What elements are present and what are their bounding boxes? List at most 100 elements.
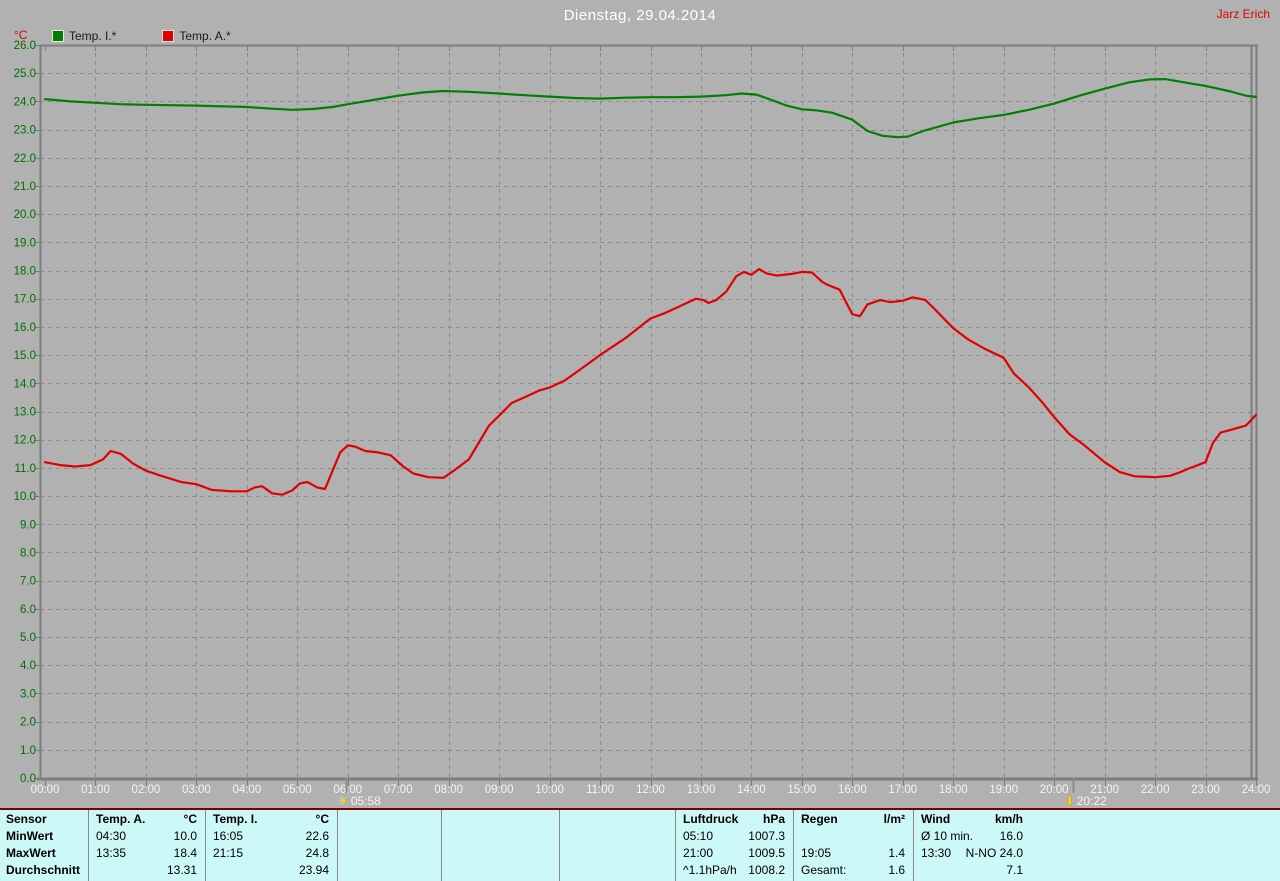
min-value: 1007.3 (748, 828, 785, 843)
legend: Temp. I.* Temp. A.* (52, 29, 231, 43)
svg-text:25.0: 25.0 (14, 68, 36, 80)
legend-item-temp-a: Temp. A.* (162, 29, 231, 43)
column-divider (88, 810, 89, 881)
legend-label-temp-i: Temp. I.* (69, 29, 117, 43)
avg-value: 23.94 (298, 862, 329, 877)
svg-text:09:00: 09:00 (485, 784, 514, 796)
svg-text:00:00: 00:00 (31, 784, 60, 796)
svg-text:8.0: 8.0 (20, 547, 36, 559)
sensor-unit: km/h (994, 811, 1023, 826)
svg-text:21.0: 21.0 (14, 181, 36, 193)
sensor-name: Wind (921, 811, 951, 826)
row-label-column: Sensor MinWert MaxWert Durchschnitt (0, 810, 88, 878)
min-value: 10.0 (173, 828, 197, 843)
avg-value: 1008.2 (748, 862, 785, 877)
max-time: 21:15 (213, 845, 244, 860)
column-divider (559, 810, 560, 881)
table-top-border (0, 808, 1280, 810)
legend-label-temp-a: Temp. A.* (179, 29, 231, 43)
svg-text:22.0: 22.0 (14, 153, 36, 165)
svg-text:19.0: 19.0 (14, 237, 36, 249)
svg-text:17:00: 17:00 (888, 784, 917, 796)
min-time: 04:30 (96, 828, 127, 843)
avg-value: 13.31 (166, 862, 197, 877)
svg-text:1.0: 1.0 (20, 745, 36, 757)
max-value: 18.4 (173, 845, 197, 860)
svg-text:5.0: 5.0 (20, 632, 36, 644)
column-divider (913, 810, 914, 881)
sunrise-time-label: 05:58 (350, 794, 381, 808)
svg-text:23:00: 23:00 (1191, 784, 1220, 796)
svg-text:02:00: 02:00 (132, 784, 161, 796)
row-label: Sensor (6, 811, 47, 826)
min-time: 05:10 (683, 828, 714, 843)
sensor-unit: °C (183, 811, 197, 826)
svg-text:15:00: 15:00 (787, 784, 816, 796)
svg-text:14:00: 14:00 (737, 784, 766, 796)
svg-text:14.0: 14.0 (14, 378, 36, 390)
svg-text:17.0: 17.0 (14, 294, 36, 306)
svg-text:13:00: 13:00 (687, 784, 716, 796)
column-divider (441, 810, 442, 881)
svg-text:20.0: 20.0 (14, 209, 36, 221)
svg-text:01:00: 01:00 (81, 784, 110, 796)
sensor-name: Regen (801, 811, 838, 826)
max-value: 24.8 (305, 845, 329, 860)
max-time: 13:30 (921, 845, 952, 860)
stats-column-luftdruck: Luftdruck hPa 05:10 1007.3 21:00 1009.5 … (675, 810, 793, 878)
svg-text:2.0: 2.0 (20, 717, 36, 729)
svg-text:3.0: 3.0 (20, 688, 36, 700)
svg-text:24:00: 24:00 (1242, 784, 1271, 796)
min-value: 22.6 (305, 828, 329, 843)
svg-text:19:00: 19:00 (989, 784, 1018, 796)
stats-column-temp-i: Temp. I. °C 16:05 22.6 21:15 24.8 23.94 (205, 810, 337, 878)
min-time: Ø 10 min. (921, 828, 974, 843)
avg-label: Gesamt: (801, 862, 847, 877)
sunset-icon: ⬇ (1064, 794, 1075, 808)
column-divider (793, 810, 794, 881)
svg-text:4.0: 4.0 (20, 660, 36, 672)
sunrise-marker: ☀ 05:58 (338, 794, 381, 808)
svg-text:0.0: 0.0 (20, 773, 36, 785)
svg-text:13.0: 13.0 (14, 407, 36, 419)
svg-text:08:00: 08:00 (434, 784, 463, 796)
stats-column-wind: Wind km/h Ø 10 min. 16.0 13:30 N-NO 24.0… (913, 810, 1031, 878)
sensor-name: Temp. I. (213, 811, 258, 826)
svg-text:21:00: 21:00 (1090, 784, 1119, 796)
svg-text:12.0: 12.0 (14, 435, 36, 447)
temp-i-swatch-icon (52, 30, 64, 42)
svg-text:7.0: 7.0 (20, 576, 36, 588)
avg-label: ^1.1hPa/h (683, 862, 737, 877)
svg-text:05:00: 05:00 (283, 784, 312, 796)
avg-value: 7.1 (1006, 862, 1023, 877)
svg-text:20:00: 20:00 (1040, 784, 1069, 796)
column-divider (337, 810, 338, 881)
svg-text:04:00: 04:00 (232, 784, 261, 796)
max-time: 21:00 (683, 845, 714, 860)
sensor-unit: hPa (762, 811, 785, 826)
sensor-unit: °C (315, 811, 329, 826)
svg-text:15.0: 15.0 (14, 350, 36, 362)
row-label: MinWert (6, 828, 54, 843)
sensor-name: Luftdruck (683, 811, 739, 826)
max-time: 19:05 (801, 845, 832, 860)
max-time: 13:35 (96, 845, 127, 860)
max-value: N-NO 24.0 (965, 845, 1023, 860)
column-divider (205, 810, 206, 881)
svg-text:26.0: 26.0 (14, 40, 36, 52)
svg-text:11:00: 11:00 (586, 784, 614, 796)
column-divider (675, 810, 676, 881)
max-value: 1009.5 (748, 845, 785, 860)
temperature-chart[interactable]: 0.0 1.0 2.0 3.0 4.0 5.0 6.0 7.0 8.0 9.0 10.0 11.0 12… (0, 0, 1280, 810)
svg-text:18:00: 18:00 (939, 784, 968, 796)
sensor-name: Temp. A. (96, 811, 146, 826)
page-title: Dienstag, 29.04.2014 (563, 7, 717, 24)
svg-text:24.0: 24.0 (14, 96, 36, 108)
svg-text:12:00: 12:00 (636, 784, 665, 796)
stats-table: Sensor MinWert MaxWert Durchschnitt Temp… (0, 810, 1280, 881)
svg-text:16:00: 16:00 (838, 784, 867, 796)
svg-text:18.0: 18.0 (14, 266, 36, 278)
temp-a-swatch-icon (162, 30, 175, 42)
author-label: Jarz Erich (1216, 7, 1270, 21)
